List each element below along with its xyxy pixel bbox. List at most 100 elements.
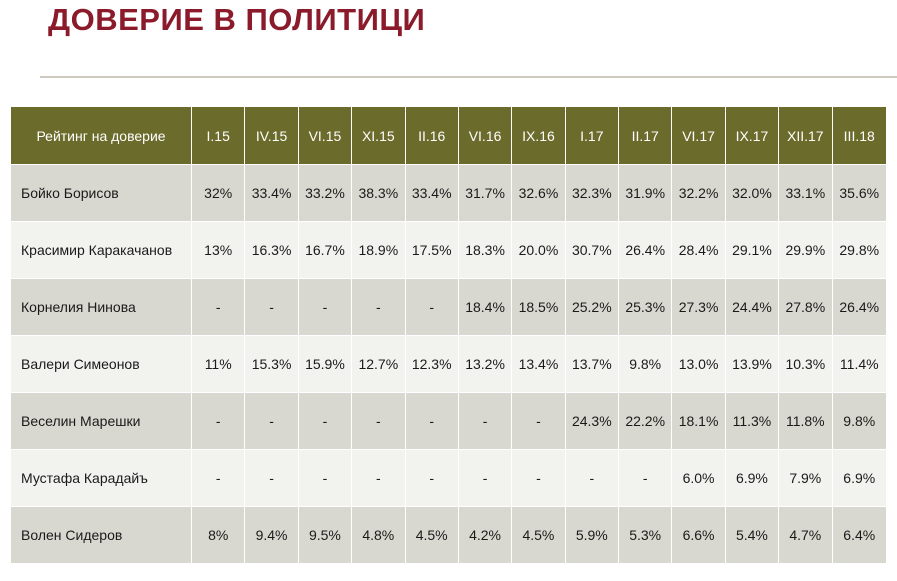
period-header: VI.15 — [298, 107, 353, 165]
rating-cell: 11.8% — [779, 393, 833, 450]
rating-cell: 26.4% — [832, 279, 886, 336]
rating-cell: 13.7% — [565, 336, 619, 393]
rating-cell: 9.8% — [619, 336, 673, 393]
rating-cell: - — [245, 450, 299, 507]
rating-cell: - — [192, 393, 246, 450]
rating-cell: 32.2% — [672, 165, 726, 222]
rating-cell: 13.4% — [512, 336, 566, 393]
rating-cell: 27.3% — [672, 279, 726, 336]
rating-cell: 18.9% — [352, 222, 406, 279]
politician-name: Бойко Борисов — [11, 165, 192, 222]
rating-cell: 12.3% — [405, 336, 459, 393]
rating-cell: 22.2% — [619, 393, 673, 450]
trust-rating-table: Рейтинг на доверие I.15 IV.15 VI.15 XI.1… — [11, 107, 886, 564]
table-row: Веселин Марешки - - - - - - -24.3% 22.2% 18.1% 11.… — [11, 393, 886, 450]
rating-cell: 13.2% — [458, 336, 513, 393]
period-header: IX.16 — [512, 107, 566, 165]
rating-cell: 25.2% — [565, 279, 619, 336]
rating-cell: 4.7% — [779, 507, 833, 564]
politician-name: Веселин Марешки — [11, 393, 192, 450]
rating-cell: - — [458, 393, 513, 450]
rating-cell: - — [245, 279, 299, 336]
rating-cell: 11.4% — [832, 336, 886, 393]
rating-cell: 18.3% — [458, 222, 513, 279]
rating-cell: 28.4% — [672, 222, 726, 279]
rating-cell: 31.7% — [458, 165, 513, 222]
rating-cell: 32.3% — [565, 165, 619, 222]
rating-cell: 15.9% — [298, 336, 353, 393]
period-header: XI.15 — [352, 107, 406, 165]
rating-cell: - — [192, 279, 246, 336]
rating-cell: 8% — [192, 507, 246, 564]
rating-cell: 18.4% — [458, 279, 513, 336]
rating-cell: 6.6% — [672, 507, 726, 564]
period-header: II.16 — [405, 107, 459, 165]
rating-cell: 20.0% — [512, 222, 566, 279]
period-header: VI.16 — [458, 107, 513, 165]
rating-cell: 31.9% — [619, 165, 673, 222]
rating-cell: 11% — [192, 336, 246, 393]
rating-cell: 9.4% — [245, 507, 299, 564]
rating-cell: 27.8% — [779, 279, 833, 336]
rating-cell: 12.7% — [352, 336, 406, 393]
rating-cell: 4.5% — [512, 507, 566, 564]
rating-cell: 10.3% — [779, 336, 833, 393]
table-row: Волен Сидеров 8% 9.4% 9.5% 4.8% 4.5% 4.2% 4.5% 5… — [11, 507, 886, 564]
rating-cell: 13.0% — [672, 336, 726, 393]
rating-cell: 33.4% — [405, 165, 459, 222]
politician-name: Корнелия Нинова — [11, 279, 192, 336]
rating-cell: - — [405, 393, 459, 450]
rating-cell: 6.9% — [725, 450, 780, 507]
rating-cell: - — [512, 393, 566, 450]
rating-cell: 30.7% — [565, 222, 619, 279]
rating-cell: 6.9% — [832, 450, 886, 507]
page-title: ДОВЕРИЕ В ПОЛИТИЦИ — [48, 2, 426, 37]
table-row: Бойко Борисов 32% 33.4% 33.2% 38.3% 33.4% 31.7… — [11, 165, 886, 222]
rating-cell: 26.4% — [619, 222, 673, 279]
rating-cell: 29.8% — [832, 222, 886, 279]
header-label: Рейтинг на доверие — [11, 107, 192, 165]
rating-cell: - — [619, 450, 673, 507]
rating-cell: 32.6% — [512, 165, 566, 222]
rating-cell: - — [458, 450, 513, 507]
rating-cell: 4.2% — [458, 507, 513, 564]
rating-cell: 11.3% — [725, 393, 780, 450]
rating-cell: 17.5% — [405, 222, 459, 279]
period-header: XII.17 — [779, 107, 833, 165]
politician-name: Волен Сидеров — [11, 507, 192, 564]
rating-cell: 13% — [192, 222, 246, 279]
rating-cell: 38.3% — [352, 165, 406, 222]
rating-cell: - — [298, 279, 353, 336]
rating-cell: 24.3% — [565, 393, 619, 450]
rating-cell: 18.5% — [512, 279, 566, 336]
rating-cell: 9.8% — [832, 393, 886, 450]
table-row: Валери Симеонов 11% 15.3% 15.9% 12.7% 12.3% 13… — [11, 336, 886, 393]
rating-cell: 9.5% — [298, 507, 353, 564]
politician-name: Валери Симеонов — [11, 336, 192, 393]
rating-cell: 16.3% — [245, 222, 299, 279]
period-header: IX.17 — [725, 107, 780, 165]
period-header: I.15 — [192, 107, 246, 165]
rating-cell: - — [298, 393, 353, 450]
rating-cell: 29.1% — [725, 222, 780, 279]
rating-cell: 16.7% — [298, 222, 353, 279]
rating-cell: - — [405, 279, 459, 336]
table-row: Красимир Каракачанов 13% 16.3% 16.7% 18.9% 17… — [11, 222, 886, 279]
rating-cell: - — [352, 393, 406, 450]
rating-cell: 5.4% — [725, 507, 780, 564]
table-row: Мустафа Карадайъ - - - - - - - - -6.0% 6.9% 7.9% 6.9… — [11, 450, 886, 507]
rating-cell: 7.9% — [779, 450, 833, 507]
table-header-row: Рейтинг на доверие I.15 IV.15 VI.15 XI.1… — [11, 107, 886, 165]
rating-cell: - — [352, 450, 406, 507]
rating-cell: 5.3% — [619, 507, 673, 564]
rating-cell: - — [512, 450, 566, 507]
rating-cell: 32.0% — [725, 165, 780, 222]
rating-cell: 29.9% — [779, 222, 833, 279]
rating-cell: - — [352, 279, 406, 336]
politician-name: Красимир Каракачанов — [11, 222, 192, 279]
rating-cell: 13.9% — [725, 336, 780, 393]
rating-cell: 4.8% — [352, 507, 406, 564]
rating-cell: 32% — [192, 165, 246, 222]
period-header: II.17 — [619, 107, 673, 165]
rating-cell: 25.3% — [619, 279, 673, 336]
